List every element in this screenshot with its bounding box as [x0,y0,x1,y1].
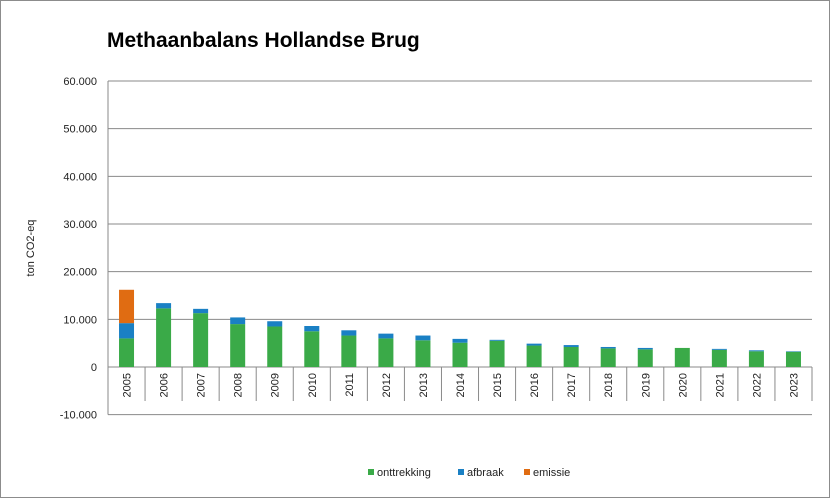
bar-segment-afbraak [600,346,616,349]
bar-segment-emissie [119,289,135,324]
y-tick-labels: 60.000 50.000 40.000 30.000 20.000 10.000 0 -10… [60,76,97,422]
legend-swatch-onttrekking [368,469,374,475]
bar-segment-onttrekking [230,324,246,367]
y-tick-label: 50.000 [63,124,97,136]
legend: onttrekking afbraak emissie [368,467,570,479]
bar-segment-onttrekking [119,338,135,367]
x-tick-label: 2017 [566,373,578,397]
legend-swatch-afbraak [458,469,464,475]
y-tick-label: -10.000 [60,410,97,422]
x-tick-label: 2013 [418,373,430,397]
x-tick-label: 2009 [270,373,282,397]
bar-segment-onttrekking [563,346,579,367]
bar-segment-onttrekking [267,326,283,367]
bar-segment-afbraak [637,347,653,350]
bar-segment-onttrekking [785,351,801,367]
bar-segment-afbraak [526,343,542,346]
x-tick-label: 2010 [307,373,319,397]
x-tick-label: 2022 [751,373,763,397]
bar-segment-afbraak [711,348,727,350]
bar-segment-onttrekking [711,349,727,367]
bar-segment-afbraak [415,335,431,341]
bar-segment-afbraak [489,339,505,341]
bars [119,289,801,367]
bar-segment-afbraak [378,333,394,339]
x-tick-label: 2006 [159,373,171,397]
x-tick-label: 2015 [492,373,504,397]
x-tick-label: 2018 [603,373,615,397]
x-tick-label: 2023 [788,373,800,397]
y-tick-label: 30.000 [63,219,97,231]
y-tick-label: 40.000 [63,171,97,183]
legend-label-onttrekking: onttrekking [377,467,431,479]
bar-segment-onttrekking [489,340,505,367]
bar-segment-onttrekking [452,342,468,367]
x-tick-label: 2011 [344,373,356,397]
legend-label-emissie: emissie [533,467,570,479]
x-tick-label: 2021 [714,373,726,397]
x-tick-label: 2012 [381,373,393,397]
bar-segment-onttrekking [156,308,172,367]
bar-segment-onttrekking [674,347,690,367]
legend-swatch-emissie [524,469,530,475]
bar-segment-afbraak [748,350,764,352]
y-tick-label: 20.000 [63,267,97,279]
x-tick-label: 2008 [233,373,245,397]
bar-segment-afbraak [119,323,135,339]
bar-segment-afbraak [230,317,246,325]
bar-segment-onttrekking [378,338,394,367]
bar-segment-onttrekking [526,345,542,367]
y-tick-label: 10.000 [63,314,97,326]
bar-segment-onttrekking [341,335,357,367]
x-tick-label: 2005 [122,373,134,397]
x-tick-label: 2014 [455,373,467,397]
x-tick-label: 2007 [196,373,208,397]
bar-segment-afbraak [193,308,209,314]
bar-segment-onttrekking [637,349,653,367]
bar-segment-onttrekking [600,348,616,367]
x-tick-label: 2016 [529,373,541,397]
bar-segment-afbraak [267,321,283,327]
x-tick-label: 2019 [640,373,652,397]
y-axis-label: ton CO2-eq [25,220,37,277]
x-tick-label: 2020 [677,373,689,397]
bar-segment-onttrekking [748,351,764,367]
bar-segment-afbraak [156,303,172,309]
bar-segment-afbraak [452,338,468,343]
bar-segment-afbraak [563,345,579,347]
bar-segment-afbraak [304,326,320,332]
y-tick-label: 60.000 [63,76,97,88]
bar-segment-afbraak [341,330,357,336]
bar-segment-onttrekking [304,331,320,367]
bar-segment-onttrekking [193,313,209,367]
x-tick-labels: 2005 2006 2007 2008 2009 2010 2011 2012 2013 2014… [122,373,801,397]
y-tick-label: 0 [91,362,97,374]
chart-title: Methaanbalans Hollandse Brug [107,29,420,52]
legend-label-afbraak: afbraak [467,467,504,479]
bar-segment-onttrekking [415,340,431,367]
